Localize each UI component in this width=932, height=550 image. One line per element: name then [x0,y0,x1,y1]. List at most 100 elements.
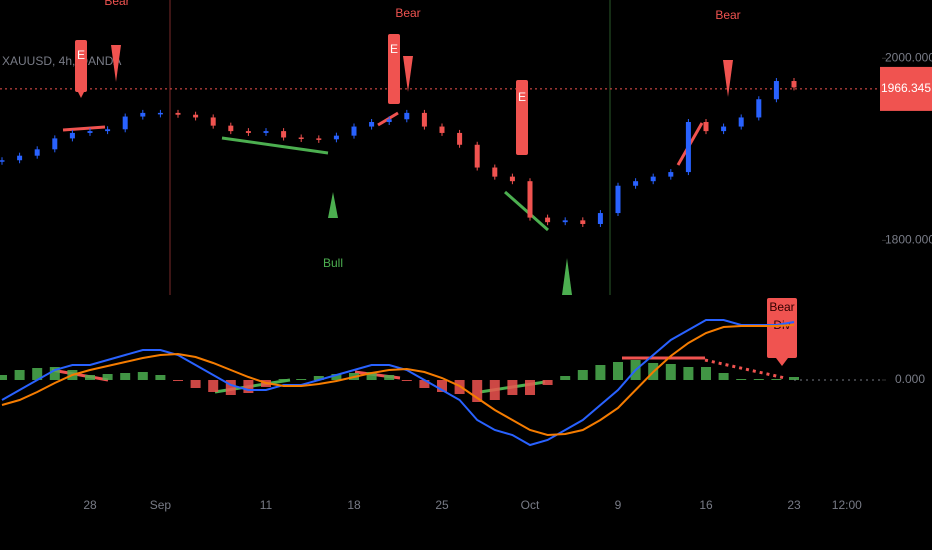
histogram-bar [701,367,711,380]
candle [756,99,762,118]
bull-arrow [562,258,572,295]
markers: Bear Bear Bear Bull E E E Bear Div [75,0,797,366]
histogram-bar [137,372,148,380]
x-tick-label: 9 [615,498,622,512]
x-tick-label: 12:00 [832,498,862,512]
candle [386,119,392,123]
candle [369,122,375,127]
histogram-bar [173,380,183,381]
candle [668,172,674,177]
candle [474,144,480,168]
histogram-bar [595,365,606,380]
candle [333,135,339,140]
candle [351,126,357,136]
histogram-bar [208,380,219,392]
histogram-bar [14,370,25,380]
macd-line [1,319,795,447]
bear-label: Bear [104,0,129,8]
candle [685,122,691,173]
histogram-bar [296,379,307,380]
x-tick-label: 25 [435,498,449,512]
histogram-bar [489,380,500,400]
histogram-bar [331,374,342,380]
bear-div-pointer [776,358,788,366]
candle [228,125,234,132]
entry-pointer [78,92,84,98]
entry-box [75,40,87,92]
candle [773,81,779,100]
histogram-bar [437,380,447,392]
histogram-bar [0,375,7,380]
x-tick-label: 28 [83,498,97,512]
bear-arrow [723,60,733,97]
candle [457,132,463,145]
candle [157,112,163,115]
candle [69,132,75,139]
candle [298,137,304,139]
candle [316,138,322,140]
candle [17,155,23,161]
bear-arrow [111,45,121,82]
x-tick-label: 23 [787,498,801,512]
histogram-bar [366,372,377,380]
histogram-bar [789,377,799,380]
candle [509,176,515,182]
div-line [377,111,399,127]
y-tick-label: 2000.000 [885,50,932,64]
symbol-label: XAUUSD, 4h, OANDA [2,54,121,68]
histogram-bar [190,380,201,388]
candle [703,122,709,132]
candle [245,131,251,133]
candle [263,131,269,133]
y-tick-label: 1800.000 [885,233,932,247]
candle [0,160,5,162]
candle [34,149,40,156]
candle [421,112,427,127]
histogram-bar [577,370,588,380]
histogram-bar [32,368,43,380]
candle [791,81,797,88]
histogram-bar [613,362,623,380]
x-tick-label: 16 [699,498,713,512]
candle [580,220,586,224]
x-tick-label: 18 [347,498,361,512]
candle [52,138,58,150]
candle [545,217,551,223]
x-tick-label: 11 [260,498,273,512]
price-label-box [880,66,932,111]
histogram-bar [384,375,395,380]
histogram-bar [155,375,166,380]
histogram-bar [753,379,764,380]
histogram-bar [225,380,236,395]
candle [615,185,621,214]
histogram-bar [525,380,535,395]
histogram-bar [278,379,289,380]
histogram-bar [419,380,430,388]
candle [122,116,128,130]
candle [721,126,727,132]
macd-line [1,324,795,437]
candle [193,114,199,118]
candle [140,112,146,117]
x-tick-label: Oct [521,498,540,512]
histogram-bar [507,380,518,395]
candle [105,129,111,132]
candle [492,167,498,177]
bear-arrow [403,56,413,92]
y-tick-label: 0.000 [895,372,925,386]
histogram-bar [718,373,729,380]
histogram-bar [560,376,571,380]
candle [597,213,603,224]
histogram-bar [665,364,676,380]
price-label: 1966.345 [881,81,931,95]
candle [527,181,533,218]
candle [210,117,216,126]
histogram-bar [472,380,483,402]
div-line [221,136,329,155]
entry-label: E [77,48,85,62]
histogram-bar [120,373,131,380]
x-tick-label: Sep [150,498,172,512]
histogram-bar [401,380,412,381]
